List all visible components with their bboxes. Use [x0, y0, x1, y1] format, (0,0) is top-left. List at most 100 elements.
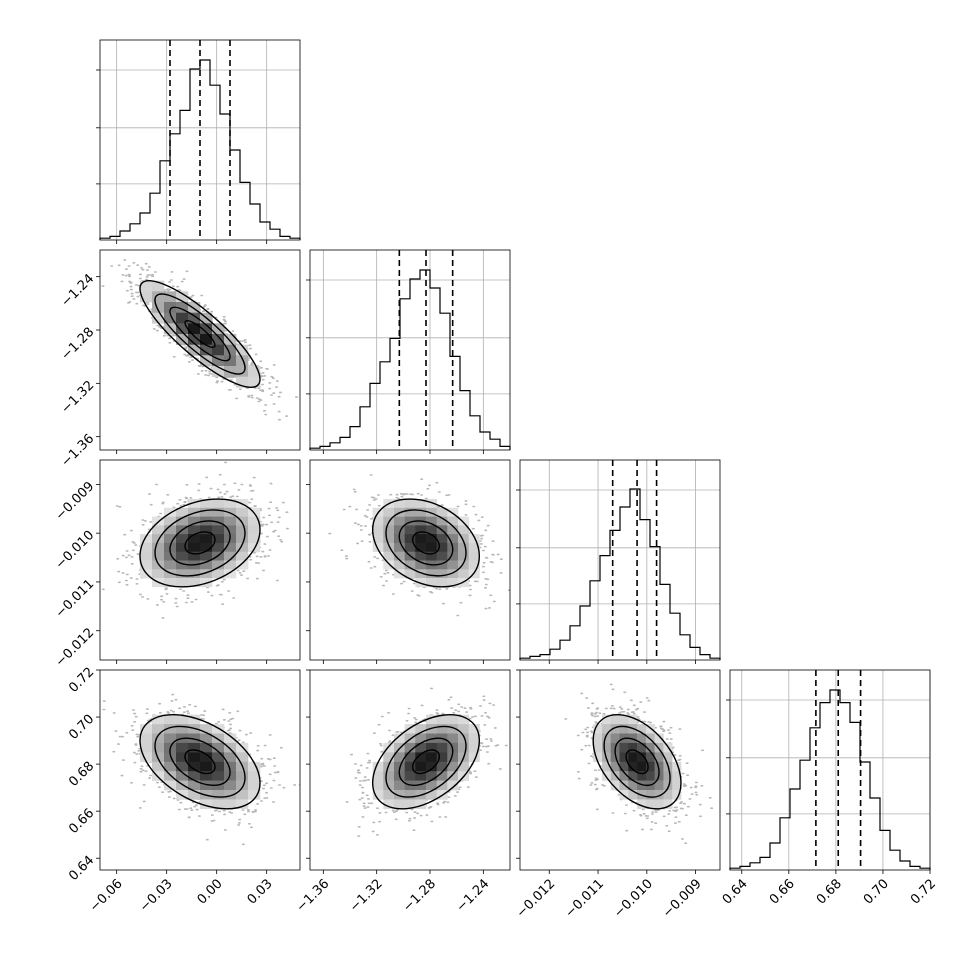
density-cell: [394, 780, 405, 791]
density-cell: [140, 742, 153, 753]
contour-level-1: [184, 531, 216, 555]
density-cell: [619, 761, 629, 772]
density-cell: [383, 542, 395, 552]
density-cell: [164, 534, 177, 544]
density-cell: [394, 525, 405, 535]
density-cell: [394, 790, 405, 800]
density-cell: [164, 578, 177, 588]
density-cell: [200, 771, 213, 781]
density-cell: [164, 714, 177, 725]
density-cell: [164, 525, 177, 535]
density-cell: [200, 525, 213, 535]
density-cell: [140, 551, 153, 561]
density-cell: [415, 551, 427, 561]
density-cell: [426, 516, 437, 526]
density-cell: [672, 761, 682, 772]
density-cell: [404, 507, 416, 517]
density-cell: [164, 780, 177, 791]
density-cell: [645, 752, 655, 763]
density-cell: [212, 534, 225, 544]
density-cell: [224, 525, 237, 535]
density-cell: [637, 724, 647, 734]
density-cell: [200, 560, 213, 570]
density-cell: [415, 733, 427, 744]
density-cell: [224, 516, 237, 526]
density-cell: [176, 771, 189, 781]
panel-frame: [99, 669, 301, 871]
density-cell: [619, 724, 629, 734]
contour-level-1: [184, 319, 216, 349]
density-cell: [152, 742, 165, 753]
density-cell: [654, 761, 664, 772]
density-cell: [200, 761, 213, 772]
density-cell: [224, 355, 237, 367]
density-cell: [672, 771, 682, 781]
density-cell: [628, 771, 638, 781]
density-cell: [152, 560, 165, 570]
density-cell: [152, 542, 165, 552]
x-tick-label: 0.66: [767, 876, 798, 907]
density-cell: [236, 551, 249, 561]
density-cell: [663, 752, 673, 763]
density-cell: [188, 323, 201, 335]
density-cell: [458, 742, 469, 753]
density-cell: [394, 516, 405, 526]
density-cell: [248, 542, 261, 552]
density-cell: [248, 790, 261, 800]
density-cell: [383, 560, 395, 570]
scatter-panel-3-1: [309, 669, 511, 871]
density-cell: [248, 534, 261, 544]
density-cell: [176, 312, 189, 324]
density-cell: [152, 771, 165, 781]
density-cell: [447, 771, 459, 781]
density-cell: [458, 551, 469, 561]
density-cell: [619, 771, 629, 781]
density-cell: [224, 344, 237, 356]
density-cell: [152, 525, 165, 535]
contour-level-1: [184, 749, 216, 775]
x-tick-label: −0.06: [87, 876, 126, 915]
scatter-panel-3-2: [519, 669, 721, 871]
x-tick-label: 0.70: [861, 876, 892, 907]
density-cell: [436, 578, 448, 588]
density-cell: [654, 742, 664, 753]
x-tick-label: −1.28: [400, 876, 439, 915]
density-cell: [394, 752, 405, 763]
density-cell: [176, 291, 189, 303]
density-cell: [236, 355, 249, 367]
density-cell: [236, 516, 249, 526]
density-cell: [415, 761, 427, 772]
density-cell: [458, 542, 469, 552]
density-cell: [447, 780, 459, 791]
density-cell: [458, 525, 469, 535]
density-cell: [404, 761, 416, 772]
panel-content: [328, 474, 510, 617]
density-cell: [212, 771, 225, 781]
density-cell: [404, 499, 416, 509]
density-cell: [610, 733, 620, 744]
density-cell: [602, 742, 612, 753]
density-cell: [176, 742, 189, 753]
density-cell: [415, 780, 427, 791]
density-cell: [212, 560, 225, 570]
density-cell: [248, 516, 261, 526]
density-cell: [458, 534, 469, 544]
density-cell: [447, 724, 459, 734]
density-cell: [224, 752, 237, 763]
density-cell: [610, 714, 620, 725]
panel-frame: [729, 669, 931, 871]
y-tick-label: 0.64: [66, 853, 97, 884]
density-cell: [436, 724, 448, 734]
density-cell: [188, 790, 201, 800]
density-cell: [236, 507, 249, 517]
density-cell: [152, 761, 165, 772]
x-tick-label: −1.36: [294, 876, 333, 915]
density-cell: [447, 578, 459, 588]
density-cell: [236, 752, 249, 763]
density-cell: [224, 569, 237, 579]
x-tick-label: 0.72: [908, 876, 939, 907]
density-cell: [236, 534, 249, 544]
density-cell: [394, 542, 405, 552]
density-cell: [383, 780, 395, 791]
density-cell: [176, 323, 189, 335]
